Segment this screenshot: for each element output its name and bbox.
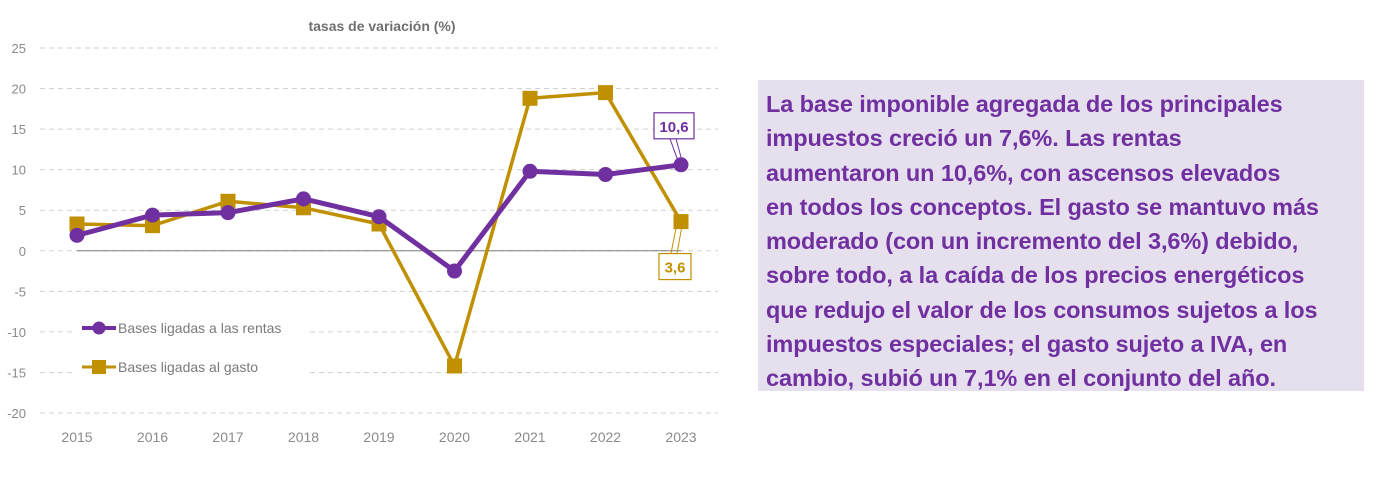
x-tick-label: 2021 — [514, 429, 545, 445]
x-tick-label: 2019 — [363, 429, 394, 445]
summary-line: sobre todo, a la caída de los precios en… — [766, 262, 1305, 289]
x-tick-label: 2023 — [665, 429, 696, 445]
chart-title: tasas de variación (%) — [308, 18, 455, 34]
y-tick-label: 20 — [12, 82, 26, 97]
data-point-square — [145, 218, 160, 234]
y-tick-label: 5 — [19, 203, 26, 218]
series — [69, 85, 689, 374]
data-label-callout: 10,6 — [653, 112, 695, 161]
y-tick-label: 10 — [12, 163, 26, 178]
y-axis-ticks: 25 20 15 10 5 0 -5 -10 -15 -20 — [7, 41, 26, 421]
y-tick-label: -20 — [7, 406, 26, 421]
data-point-circle — [522, 163, 538, 179]
data-point-circle — [145, 207, 160, 223]
legend-item-gasto: Bases ligadas al gasto — [82, 359, 258, 375]
summary-text-panel: La base imponible agregada de los princi… — [758, 80, 1364, 391]
legend-marker-square-icon — [92, 360, 106, 374]
data-label-callout: 3,6 — [658, 217, 692, 281]
legend-item-rentas: Bases ligadas a las rentas — [82, 320, 281, 336]
x-tick-label: 2020 — [439, 429, 470, 445]
summary-line: moderado (con un incremento del 3,6%) de… — [766, 228, 1299, 255]
callout-box — [653, 112, 695, 140]
data-point-square — [69, 216, 85, 232]
data-point-circle — [220, 205, 236, 221]
y-tick-label: -15 — [7, 365, 26, 380]
summary-line: impuestos especiales; el gasto sujeto a … — [766, 331, 1288, 358]
line-chart: tasas de variación (%) 2520151050-5-10-1… — [7, 18, 718, 445]
legend-label-gasto: Bases ligadas al gasto — [118, 359, 258, 375]
data-point-square — [447, 358, 462, 374]
y-tick-label: -5 — [14, 284, 26, 299]
legend-marker-circle-icon — [92, 321, 106, 335]
data-point-square — [522, 90, 538, 106]
x-tick-label: 2015 — [61, 429, 92, 445]
x-tick-label: 2022 — [590, 429, 621, 445]
data-point-square — [673, 214, 689, 230]
y-tick-label: -10 — [7, 325, 26, 340]
x-axis-ticks: 2015 2016 2017 2018 2019 2020 2021 2022 2023 — [61, 429, 696, 445]
data-point-square — [220, 193, 236, 209]
series-rentas — [69, 157, 689, 279]
x-tick-label: 2017 — [212, 429, 243, 445]
y-tick-label: 25 — [12, 41, 26, 56]
data-point-circle — [69, 227, 85, 243]
callout-leader — [676, 225, 683, 254]
data-point-square — [598, 85, 613, 101]
y-tick-label: 0 — [19, 244, 26, 259]
callout-leader — [670, 217, 679, 254]
data-point-circle — [296, 191, 311, 207]
summary-line: que redujo el valor de los consumos suje… — [766, 296, 1318, 323]
callout-leader — [675, 138, 683, 161]
callout-label: 3,6 — [665, 260, 686, 277]
y-tick-label: 15 — [12, 122, 26, 137]
data-point-circle — [447, 263, 462, 279]
callout-label: 10,6 — [659, 119, 688, 136]
summary-line: impuestos creció un 7,6%. Las rentas — [766, 125, 1182, 152]
summary-line: en todos los conceptos. El gasto se mant… — [766, 193, 1319, 220]
data-point-circle — [371, 209, 387, 225]
summary-line: aumentaron un 10,6%, con ascensos elevad… — [766, 159, 1281, 186]
legend-background — [74, 308, 306, 388]
x-tick-label: 2018 — [288, 429, 319, 445]
data-point-circle — [673, 157, 689, 173]
annotations: 10,6 3,6 — [653, 112, 695, 281]
summary-lead-line: La base imponible agregada de los princi… — [766, 91, 1283, 117]
x-tick-label: 2016 — [137, 429, 168, 445]
summary-line: cambio, subió un 7,1% en el conjunto del… — [766, 365, 1276, 392]
callout-leader — [669, 138, 679, 161]
callout-box — [658, 252, 692, 281]
legend: Bases ligadas a las rentas Bases ligadas… — [74, 308, 306, 388]
data-point-circle — [598, 167, 613, 183]
legend-label-rentas: Bases ligadas a las rentas — [118, 320, 281, 336]
chart: tasas de variación (%) 25 20 15 10 5 0 -5 -10 -1… — [7, 18, 718, 445]
